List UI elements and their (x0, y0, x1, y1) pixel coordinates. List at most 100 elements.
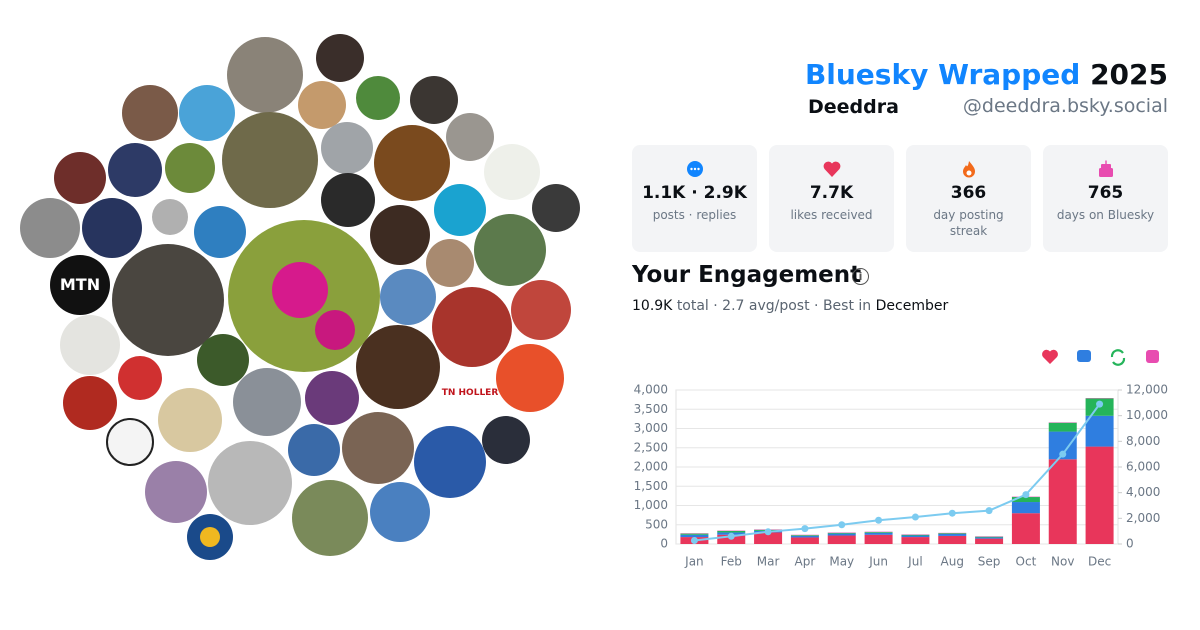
avatar (414, 426, 486, 498)
avatar (197, 334, 249, 386)
avatar (63, 376, 117, 430)
line-dot (911, 513, 919, 521)
avatar (50, 255, 110, 315)
avatar (152, 199, 188, 235)
y2-tick-label: 0 (1126, 537, 1134, 551)
avatar (432, 287, 512, 367)
avatar (370, 482, 430, 542)
avatar (356, 325, 440, 409)
avatar (145, 461, 207, 523)
handle: @deeddra.bsky.social (962, 95, 1168, 117)
avatar (165, 143, 215, 193)
bar-segment (975, 537, 1004, 539)
avatar (410, 76, 458, 124)
bar-segment (680, 533, 709, 535)
line-dot (985, 507, 993, 515)
info-button[interactable]: i (852, 268, 869, 285)
stat-value: 366 (950, 183, 987, 203)
x-tick-label: Nov (1051, 555, 1074, 569)
bar-segment (864, 532, 893, 533)
line-dot (1059, 450, 1067, 458)
avatar (122, 85, 178, 141)
avatar (445, 375, 495, 425)
x-tick-label: Aug (941, 555, 964, 569)
icon (1098, 160, 1113, 177)
avatar (511, 280, 571, 340)
avatar-text: TN HOLLER (442, 388, 499, 398)
bar-segment (975, 538, 1004, 544)
section-heading: Your Engagement (632, 262, 862, 288)
x-tick-label: Oct (1016, 555, 1037, 569)
icon (823, 161, 840, 177)
engagement-chart: 0 500 1,000 1,500 2,000 2,500 3,000 3,500 4,000 0… (634, 349, 1168, 569)
bar-segment (827, 535, 856, 544)
y2-tick-label: 6,000 (1126, 460, 1160, 474)
x-tick-label: Mar (757, 555, 780, 569)
stat-card: 7.7K likes received (769, 145, 894, 252)
best-month: December (875, 298, 949, 314)
summary-text: total · 2.7 avg/post · Best in (676, 298, 872, 314)
x-tick-label: Jul (907, 555, 922, 569)
avatar (321, 122, 373, 174)
legend-icon (1042, 349, 1058, 364)
avatar (194, 206, 246, 258)
icon (686, 161, 703, 177)
y2-tick-label: 8,000 (1126, 434, 1160, 448)
bar-segment (754, 532, 783, 544)
avatar (233, 368, 301, 436)
y-tick-label: 3,500 (634, 402, 668, 416)
x-tick-label: Apr (795, 555, 816, 569)
y2-tick-label: 4,000 (1126, 485, 1160, 499)
avatar (158, 388, 222, 452)
line-dot (948, 509, 956, 517)
stat-label: posts · replies (652, 208, 737, 222)
orchid (315, 310, 355, 350)
avatar (434, 184, 486, 236)
title-text: Bluesky Wrapped (804, 58, 1081, 91)
display-name: Deeddra (808, 96, 899, 118)
y-tick-label: 2,000 (634, 460, 668, 474)
icon (962, 161, 975, 178)
avatar (60, 315, 120, 375)
stat-value: 1.1K · 2.9K (642, 183, 747, 203)
avatar (426, 239, 474, 287)
avatar (82, 198, 142, 258)
line-dot (764, 528, 772, 536)
avatar (106, 418, 154, 466)
bar-segment (1085, 446, 1114, 544)
avatar (321, 173, 375, 227)
avatar (482, 416, 530, 464)
sunflower (200, 527, 220, 547)
avatar (484, 144, 540, 200)
avatar (356, 76, 400, 120)
y2-tick-label: 10,000 (1126, 408, 1168, 422)
line (694, 403, 1101, 542)
stat-card: 1.1K · 2.9K posts · replies (632, 145, 757, 252)
avatar (316, 34, 364, 82)
x-tick-label: Dec (1088, 555, 1111, 569)
bar-segment (1085, 415, 1114, 447)
avatar-cloud: MTN TN HOLLER (20, 34, 580, 560)
bar-segment (901, 534, 930, 536)
bar-segment (938, 535, 967, 544)
x-tick-label: Feb (721, 555, 742, 569)
avatar (20, 198, 80, 258)
bar-segment (901, 537, 930, 544)
line-dot (875, 516, 883, 524)
y-tick-label: 1,500 (634, 479, 668, 493)
bar-segment (864, 534, 893, 544)
stat-label: likes received (790, 208, 873, 222)
y-tick-label: 1,000 (634, 498, 668, 512)
stat-value: 7.7K (809, 183, 854, 203)
bar-segment (827, 533, 856, 536)
y-tick-label: 500 (645, 517, 668, 531)
bar-segment (1048, 422, 1077, 432)
avatar (292, 480, 368, 556)
avatar (227, 37, 303, 113)
line-dot (838, 521, 846, 529)
line-dot (1096, 400, 1104, 408)
avatar (380, 269, 436, 325)
bar-segment (790, 537, 819, 544)
avatar (288, 424, 340, 476)
